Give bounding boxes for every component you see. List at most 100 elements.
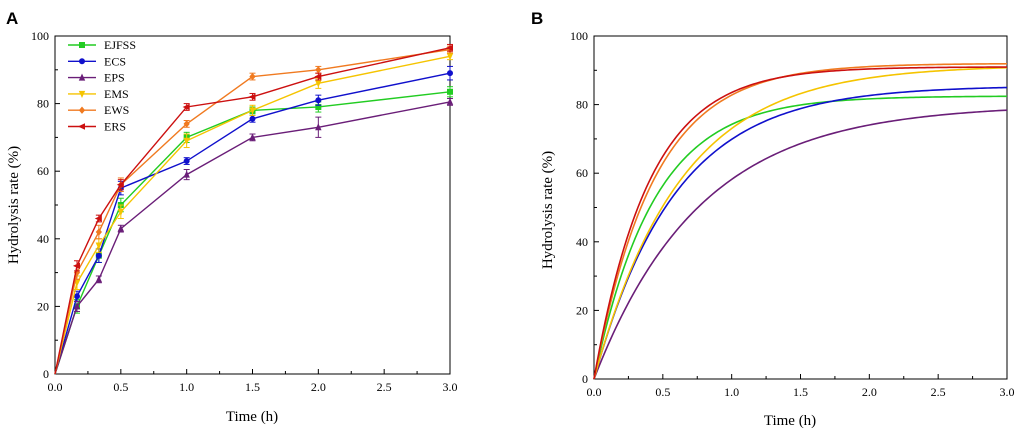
- x-tick-label: 1.0: [179, 380, 194, 394]
- legend-item-ejfss: EJFSS: [68, 38, 136, 52]
- x-tick-label: 1.5: [245, 380, 260, 394]
- legend-label-eps: EPS: [104, 71, 125, 85]
- data-point-ers: [116, 181, 124, 188]
- data-point-ews: [95, 228, 102, 236]
- x-tick-label: 3.0: [1000, 385, 1015, 399]
- data-point-ecs: [249, 115, 256, 122]
- legend-marker-ers: [77, 123, 85, 130]
- x-tick-label: 3.0: [443, 380, 458, 394]
- data-point-eps: [315, 123, 322, 131]
- panel-b-label: B: [531, 9, 543, 28]
- legend-label-ejfss: EJFSS: [104, 38, 136, 52]
- data-point-ecs: [95, 252, 102, 259]
- fit-curve-ers: [593, 66, 1008, 380]
- x-tick-label: 0.5: [113, 380, 128, 394]
- data-point-ers: [314, 73, 322, 80]
- legend-marker-ems: [78, 90, 86, 98]
- x-tick-label: 2.0: [862, 385, 877, 399]
- data-point-ecs: [446, 70, 453, 77]
- panel-a-legend: EJFSS ECS EPS EMS EWS ERS: [68, 38, 136, 134]
- plot-frame: [593, 35, 1008, 380]
- fit-curve-ecs: [593, 86, 1008, 380]
- legend-marker-eps: [78, 73, 86, 81]
- series-line-ejfss: [54, 91, 451, 375]
- data-point-ems: [95, 242, 103, 250]
- data-point-ews: [183, 120, 190, 128]
- data-point-ers: [445, 44, 454, 52]
- panel-a-series: [54, 43, 454, 375]
- x-tick-label: 2.5: [931, 385, 946, 399]
- x-tick-label: 2.5: [377, 380, 392, 394]
- data-point-ers: [182, 103, 190, 111]
- x-tick-label: 2.0: [311, 380, 326, 394]
- panel-b-x-axis-title: Time (h): [764, 413, 816, 429]
- series-line-ems: [54, 55, 451, 375]
- data-point-ejfss: [446, 88, 453, 95]
- legend-item-ecs: ECS: [68, 54, 126, 68]
- data-point-eps: [73, 302, 81, 310]
- y-tick-label: 40: [576, 235, 588, 249]
- data-point-ems: [117, 208, 125, 216]
- panel-a: A Hydrolysis rate (%) Time (h) 0.0 0.5 1.0…: [6, 9, 458, 425]
- legend-marker-ecs: [79, 58, 86, 65]
- data-point-ers: [94, 215, 102, 222]
- y-tick-label: 80: [37, 97, 49, 111]
- x-tick-label: 0.0: [587, 385, 602, 399]
- legend-marker-ejfss: [79, 42, 86, 49]
- y-tick-label: 60: [37, 164, 49, 178]
- x-tick-label: 1.5: [793, 385, 808, 399]
- data-point-ers: [248, 93, 256, 101]
- panel-a-y-axis-title: Hydrolysis rate (%): [6, 146, 22, 264]
- legend-item-ems: EMS: [68, 87, 129, 101]
- series-ers: [54, 43, 454, 375]
- series-line-ews: [54, 48, 451, 375]
- panel-b-y-axis-title: Hydrolysis rate (%): [540, 151, 556, 269]
- data-point-ews: [249, 72, 256, 81]
- series-line-ers: [54, 47, 451, 375]
- fit-curve-ejfss: [593, 95, 1008, 380]
- data-point-ems: [183, 137, 190, 145]
- y-tick-label: 60: [576, 166, 588, 180]
- y-tick-label: 100: [31, 29, 49, 43]
- data-point-ews: [315, 66, 322, 74]
- y-tick-label: 80: [576, 98, 588, 112]
- data-point-ers: [72, 262, 80, 270]
- panel-a-label: A: [6, 9, 18, 28]
- legend-label-ews: EWS: [104, 103, 129, 117]
- series-ems: [54, 52, 454, 375]
- fit-curve-eps: [593, 109, 1008, 380]
- data-point-ems: [446, 53, 454, 61]
- panel-a-axes: 0.0 0.5 1.0 1.5 2.0 2.5 3.0 0 20 40 60 80 100: [31, 29, 458, 394]
- legend-label-ecs: ECS: [104, 54, 126, 68]
- legend-item-eps: EPS: [68, 71, 125, 85]
- x-tick-label: 1.0: [724, 385, 739, 399]
- data-point-ems: [315, 80, 322, 88]
- data-point-eps: [446, 97, 454, 105]
- y-tick-label: 20: [37, 299, 49, 313]
- series-line-ecs: [54, 72, 451, 375]
- data-point-eps: [183, 170, 190, 178]
- series-ecs: [54, 65, 453, 375]
- fit-curve-ems: [593, 66, 1008, 380]
- x-tick-label: 0.0: [48, 380, 63, 394]
- y-tick-label: 40: [37, 232, 49, 246]
- legend-marker-ews: [78, 106, 86, 114]
- y-tick-label: 100: [570, 29, 588, 43]
- data-point-ecs: [315, 97, 322, 104]
- data-point-ems: [249, 107, 256, 115]
- y-tick-label: 0: [582, 372, 588, 386]
- y-tick-label: 0: [43, 367, 49, 381]
- panel-b-series: [593, 62, 1008, 380]
- data-point-eps: [249, 133, 256, 141]
- x-tick-label: 0.5: [655, 385, 670, 399]
- data-point-ecs: [73, 293, 80, 300]
- panel-a-x-axis-title: Time (h): [226, 409, 278, 425]
- legend-label-ems: EMS: [104, 87, 129, 101]
- data-point-ecs: [183, 158, 190, 165]
- panel-b: B Hydrolysis rate (%) Time (h) 0.0 0.5 1.0…: [531, 9, 1015, 429]
- legend-item-ers: ERS: [68, 120, 126, 134]
- data-point-eps: [117, 224, 125, 232]
- legend-label-ers: ERS: [104, 120, 126, 134]
- panel-b-axes: 0.0 0.5 1.0 1.5 2.0 2.5 3.0 0 20 40 60 80 100: [570, 29, 1015, 399]
